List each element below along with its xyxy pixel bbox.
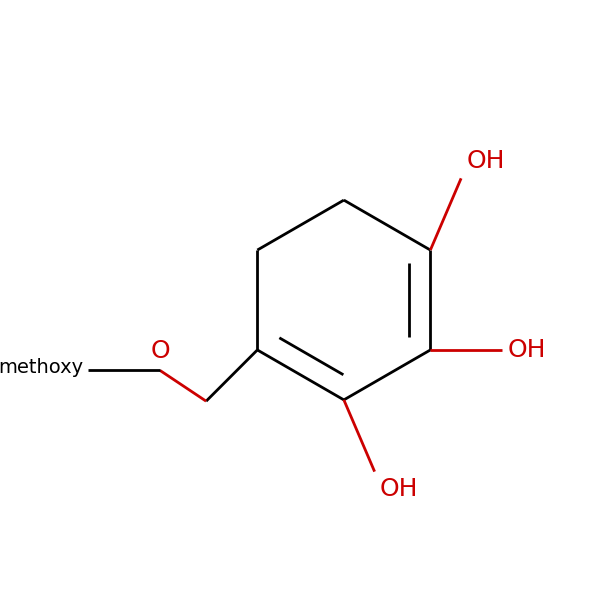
Text: OH: OH [507, 338, 546, 362]
Text: OH: OH [466, 149, 505, 173]
Text: O: O [150, 339, 170, 363]
Text: methoxy: methoxy [0, 358, 83, 377]
Text: OH: OH [380, 477, 418, 501]
